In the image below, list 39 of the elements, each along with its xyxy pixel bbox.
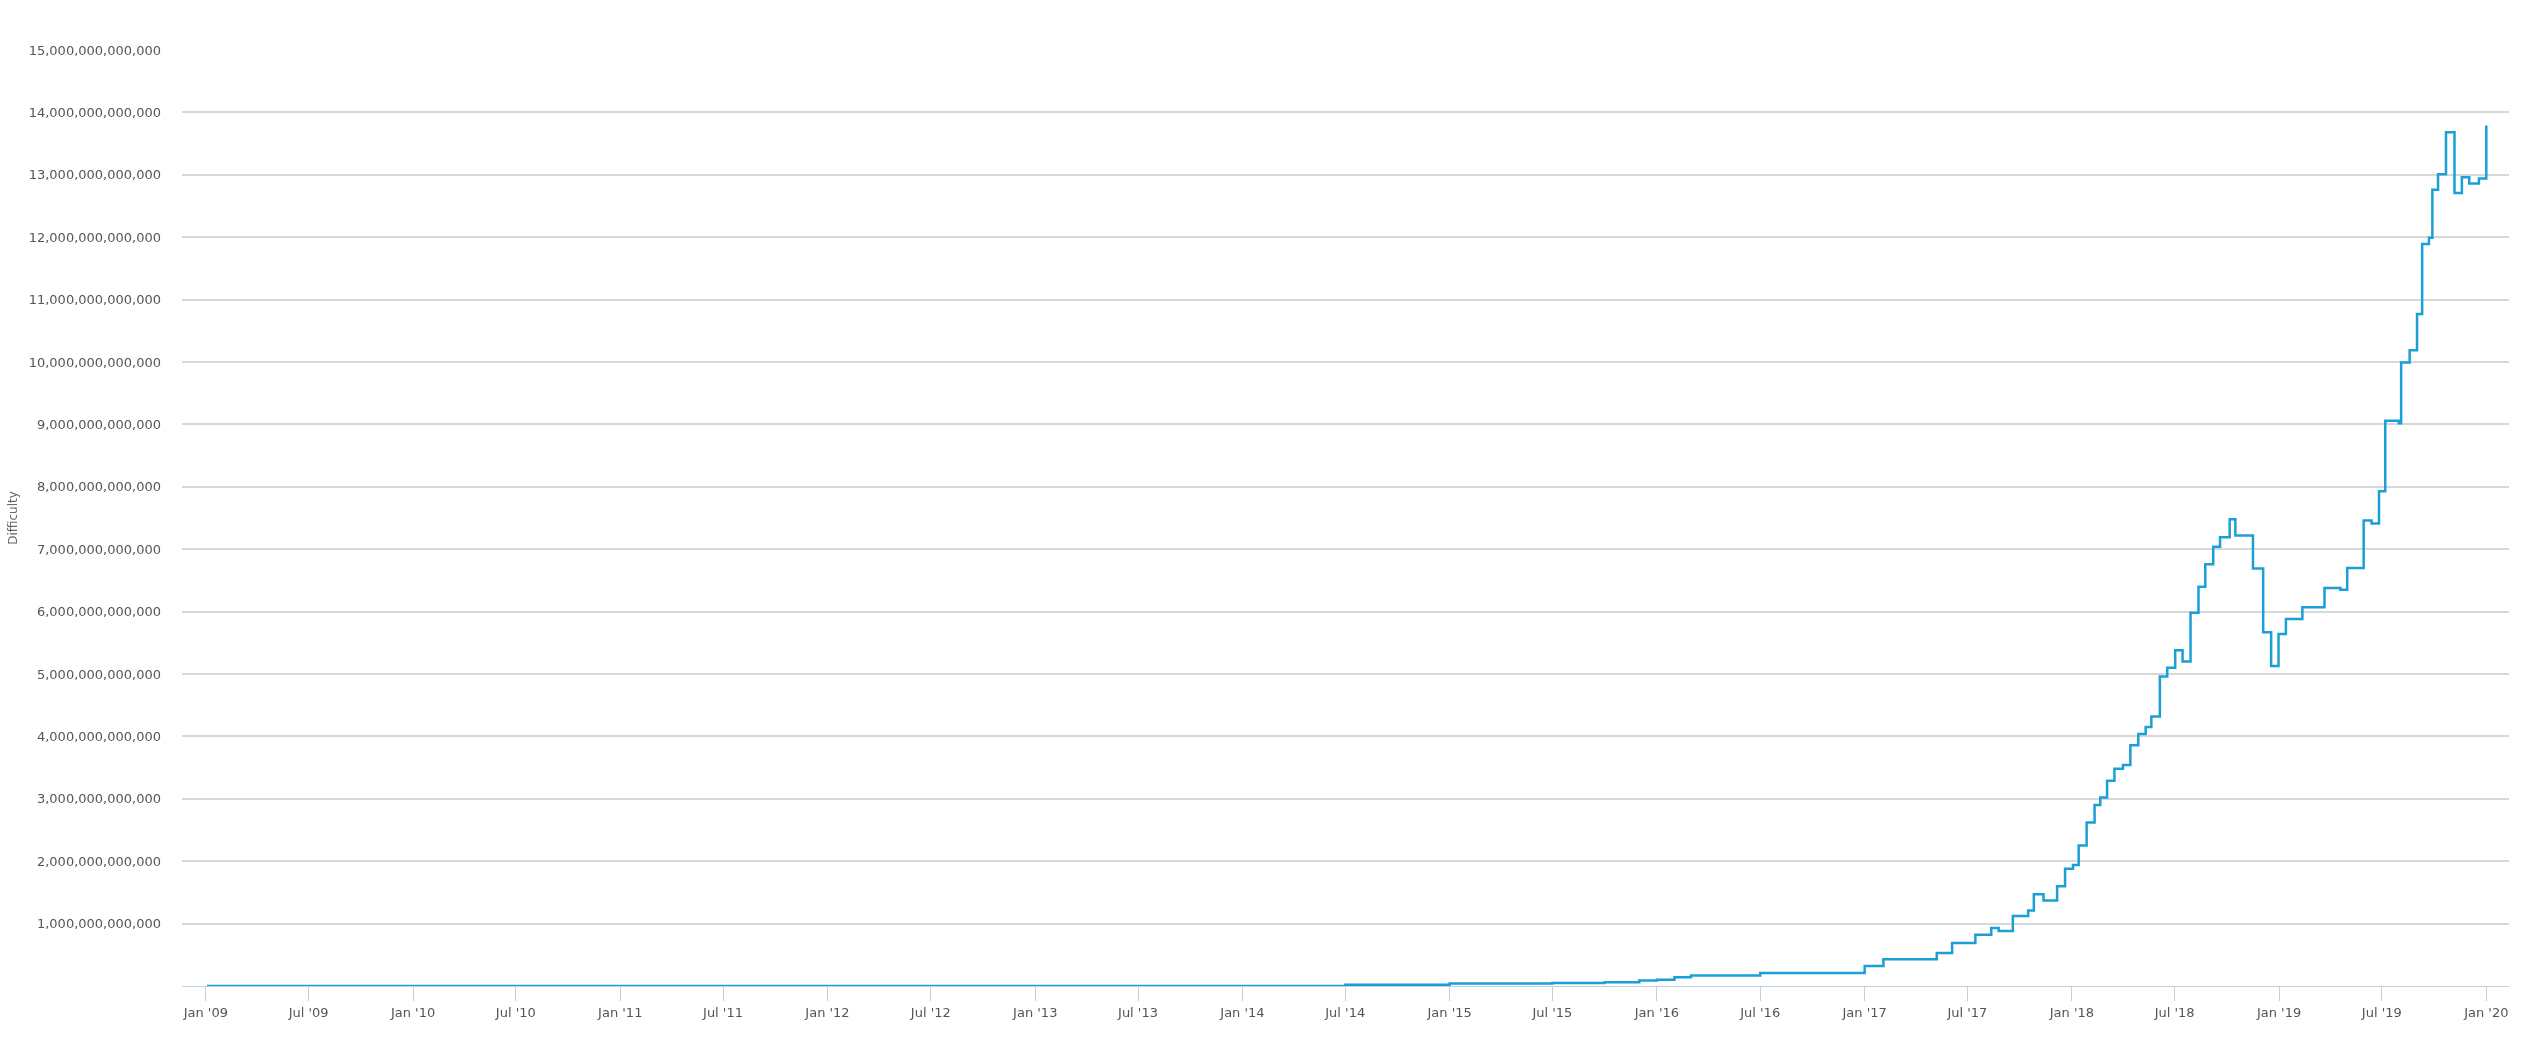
y-tick-label: 9,000,000,000,000 — [36, 416, 161, 432]
y-tick-label: 11,000,000,000,000 — [28, 292, 161, 308]
x-tick-label: Jul '12 — [909, 1004, 951, 1020]
y-tick-label: 7,000,000,000,000 — [36, 541, 161, 557]
x-tick-label: Jul '10 — [494, 1004, 536, 1020]
x-tick-label: Jan '19 — [2255, 1004, 2302, 1020]
x-tick-label: Jul '19 — [2360, 1004, 2402, 1020]
x-tick-label: Jul '14 — [1324, 1004, 1366, 1020]
x-tick-label: Jan '12 — [804, 1004, 850, 1020]
x-tick-label: Jan '13 — [1012, 1004, 1058, 1020]
y-tick-label: 1,000,000,000,000 — [36, 916, 161, 932]
x-tick-label: Jul '17 — [1946, 1004, 1988, 1020]
y-tick-label: 15,000,000,000,000 — [28, 42, 161, 58]
x-tick-label: Jul '09 — [287, 1004, 329, 1020]
x-tick-label: Jan '11 — [597, 1004, 643, 1020]
x-tick-label: Jan '10 — [389, 1004, 436, 1020]
x-tick-label: Jan '20 — [2463, 1004, 2509, 1020]
y-tick-label: 5,000,000,000,000 — [36, 666, 161, 682]
y-tick-label: 10,000,000,000,000 — [28, 354, 161, 370]
x-tick-label: Jan '14 — [1219, 1004, 1265, 1020]
x-tick-label: Jul '18 — [2153, 1004, 2195, 1020]
y-tick-label: 12,000,000,000,000 — [28, 229, 161, 245]
x-tick-label: Jul '15 — [1531, 1004, 1573, 1020]
y-tick-label: 14,000,000,000,000 — [28, 104, 161, 120]
y-tick-label: 2,000,000,000,000 — [36, 853, 161, 869]
y-tick-label: 6,000,000,000,000 — [36, 604, 161, 620]
x-tick-label: Jan '17 — [1841, 1004, 1887, 1020]
x-tick-label: Jul '11 — [702, 1004, 743, 1020]
x-tick-label: Jan '16 — [1633, 1004, 1680, 1020]
y-tick-label: 13,000,000,000,000 — [28, 167, 161, 183]
x-tick-label: Jul '13 — [1117, 1004, 1158, 1020]
y-tick-label: 3,000,000,000,000 — [36, 791, 161, 807]
x-tick-label: Jul '16 — [1739, 1004, 1781, 1020]
y-tick-label: 4,000,000,000,000 — [36, 728, 161, 744]
y-axis-title: Difficulty — [5, 491, 20, 545]
y-tick-label: 8,000,000,000,000 — [36, 479, 161, 495]
x-tick-label: Jan '18 — [2048, 1004, 2095, 1020]
x-tick-label: Jan '09 — [182, 1004, 228, 1020]
x-tick-label: Jan '15 — [1426, 1004, 1472, 1020]
